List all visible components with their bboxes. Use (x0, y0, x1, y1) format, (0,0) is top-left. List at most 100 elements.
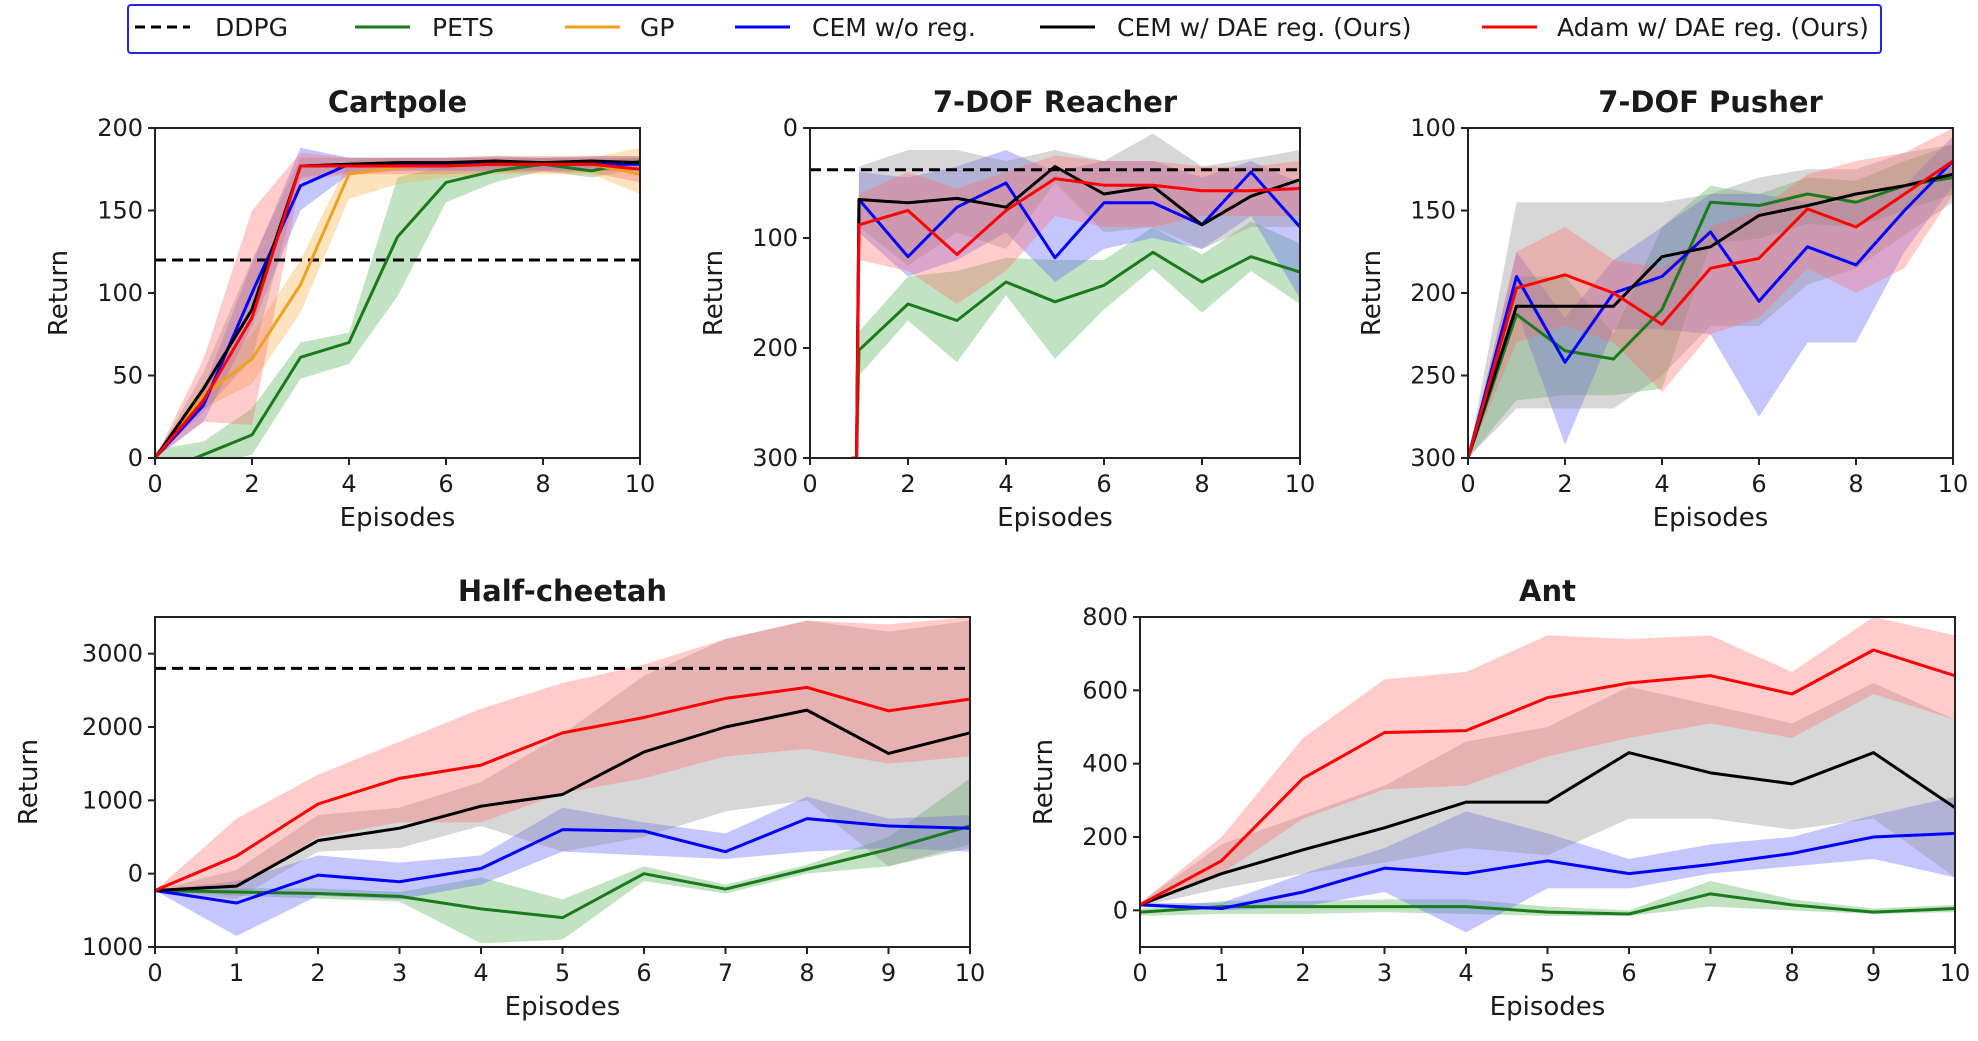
y-tick-label-7-dof-pusher: 200 (1410, 279, 1456, 307)
line-adam-dae-7-dof-pusher (1468, 159, 1953, 458)
y-axis-label-cartpole: Return (44, 250, 74, 336)
legend-item-gp: GP (565, 13, 674, 42)
x-tick-label-cartpole: 6 (438, 470, 453, 498)
band-cem-noreg-ant (1140, 796, 1955, 933)
y-tick-label-cartpole: 100 (97, 279, 143, 307)
y-tick-label-ant: 0 (1113, 896, 1128, 924)
plot-area-7-dof-reacher (810, 133, 1300, 458)
x-tick-label-cartpole: 2 (244, 470, 259, 498)
legend: DDPG PETS GP CEM w/o reg. CEM w/ DAE reg… (127, 4, 1882, 54)
y-tick-label-ant: 200 (1082, 823, 1128, 851)
y-tick-label-7-dof-pusher: 250 (1410, 362, 1456, 390)
x-tick-label-ant: 7 (1703, 959, 1718, 987)
legend-label-gp: GP (640, 13, 674, 42)
line-cem-dae-7-dof-pusher (1468, 172, 1953, 458)
line-pets-cartpole (191, 159, 640, 458)
band-cem-dae-half-cheetah (155, 620, 970, 900)
x-axis-label-7-dof-reacher: Episodes (997, 503, 1113, 533)
band-cem-dae-ant (1140, 683, 1955, 907)
x-tick-label-ant: 1 (1214, 959, 1229, 987)
line-adam-dae-ant (1140, 648, 1955, 907)
y-tick-label-7-dof-pusher: 300 (1410, 444, 1456, 472)
y-tick-label-7-dof-reacher: 100 (752, 224, 798, 252)
y-axis-label-half-cheetah: Return (14, 739, 44, 825)
x-tick-label-half-cheetah: 9 (881, 959, 896, 987)
chart-title-half-cheetah: Half-cheetah (458, 574, 667, 608)
line-pets-7-dof-pusher (1468, 176, 1953, 458)
x-axis-label-ant: Episodes (1490, 992, 1606, 1022)
x-tick-label-7-dof-reacher: 0 (802, 470, 817, 498)
x-tick-label-ant: 6 (1621, 959, 1636, 987)
x-tick-label-ant: 8 (1784, 959, 1799, 987)
x-tick-label-ant: 10 (1940, 959, 1971, 987)
legend-item-cem-dae: CEM w/ DAE reg. (Ours) (1040, 13, 1411, 42)
legend-label-cem-dae: CEM w/ DAE reg. (Ours) (1117, 13, 1411, 42)
y-tick-label-cartpole: 150 (97, 197, 143, 225)
band-pets-7-dof-reacher (851, 221, 1300, 458)
band-pets-half-cheetah (155, 778, 970, 944)
x-axis-label-cartpole: Episodes (340, 503, 456, 533)
line-adam-dae-half-cheetah (155, 685, 970, 892)
chart-title-7-dof-pusher: 7-DOF Pusher (1598, 85, 1823, 119)
y-tick-label-7-dof-pusher: 150 (1410, 197, 1456, 225)
legend-item-pets: PETS (355, 13, 494, 42)
chart-title-7-dof-reacher: 7-DOF Reacher (933, 85, 1178, 119)
x-tick-label-7-dof-pusher: 6 (1751, 470, 1766, 498)
x-tick-label-7-dof-pusher: 10 (1938, 470, 1969, 498)
x-tick-label-cartpole: 0 (147, 470, 162, 498)
x-tick-label-half-cheetah: 4 (473, 959, 488, 987)
line-adam-dae-7-dof-reacher (851, 177, 1300, 458)
x-tick-label-ant: 2 (1295, 959, 1310, 987)
y-tick-label-half-cheetah: 0 (128, 860, 143, 888)
band-adam-dae-7-dof-reacher (851, 155, 1300, 458)
plot-area-half-cheetah (155, 617, 970, 944)
axes-frame-7-dof-reacher (809, 127, 1301, 459)
x-tick-label-7-dof-reacher: 10 (1285, 470, 1316, 498)
chart-title-cartpole: Cartpole (328, 85, 467, 119)
x-axis-label-7-dof-pusher: Episodes (1653, 503, 1769, 533)
line-cem-dae-ant (1140, 751, 1955, 907)
x-tick-label-7-dof-pusher: 8 (1848, 470, 1863, 498)
y-tick-label-ant: 600 (1082, 676, 1128, 704)
y-tick-label-ant: 800 (1082, 603, 1128, 631)
x-tick-label-cartpole: 10 (625, 470, 656, 498)
x-tick-label-ant: 9 (1866, 959, 1881, 987)
line-adam-dae-cartpole (155, 162, 640, 458)
line-cem-dae-cartpole (155, 159, 640, 458)
band-cem-noreg-cartpole (155, 147, 640, 458)
plot-area-cartpole (155, 147, 640, 458)
subplots: 0 2 4 6 8 10050100150200CartpoleEpisodesRetur… (14, 85, 1970, 1022)
x-tick-label-ant: 5 (1540, 959, 1555, 987)
plot-area-ant (1140, 617, 1955, 933)
y-tick-label-half-cheetah: 1000 (82, 786, 143, 814)
y-tick-label-7-dof-pusher: 100 (1410, 114, 1456, 142)
x-tick-label-half-cheetah: 6 (636, 959, 651, 987)
band-cem-dae-7-dof-pusher (1468, 144, 1953, 458)
x-tick-label-half-cheetah: 0 (147, 959, 162, 987)
y-tick-label-half-cheetah: 1000 (82, 933, 143, 961)
x-tick-label-7-dof-reacher: 8 (1194, 470, 1209, 498)
y-axis-label-7-dof-reacher: Return (699, 250, 729, 336)
x-tick-label-7-dof-reacher: 4 (998, 470, 1013, 498)
y-tick-label-half-cheetah: 2000 (82, 713, 143, 741)
x-tick-label-7-dof-pusher: 0 (1460, 470, 1475, 498)
y-axis-label-7-dof-pusher: Return (1357, 250, 1387, 336)
subplot-7-dof-pusher: 0 2 4 6 8 10 100 150 200 250 300 7-DOF Pusher Episod… (1357, 85, 1968, 533)
y-tick-label-half-cheetah: 3000 (82, 640, 143, 668)
legend-box (127, 4, 1882, 54)
y-tick-label-cartpole: 200 (97, 114, 143, 142)
x-tick-label-cartpole: 4 (341, 470, 356, 498)
x-tick-label-half-cheetah: 5 (555, 959, 570, 987)
y-axis-label-ant: Return (1029, 739, 1059, 825)
y-tick-label-7-dof-reacher: 200 (752, 334, 798, 362)
line-cem-noreg-half-cheetah (155, 817, 970, 905)
band-adam-dae-7-dof-pusher (1468, 128, 1953, 458)
x-tick-label-7-dof-pusher: 2 (1557, 470, 1572, 498)
line-cem-noreg-7-dof-pusher (1468, 159, 1953, 458)
legend-label-pets: PETS (432, 13, 494, 42)
x-axis-label-half-cheetah: Episodes (505, 992, 621, 1022)
band-adam-dae-cartpole (155, 152, 640, 458)
subplot-ant: 0 1 2 3 4 5 6 7 8 9 10 0 200 400 600 800 Ant Episodes Retu… (1029, 574, 1970, 1022)
